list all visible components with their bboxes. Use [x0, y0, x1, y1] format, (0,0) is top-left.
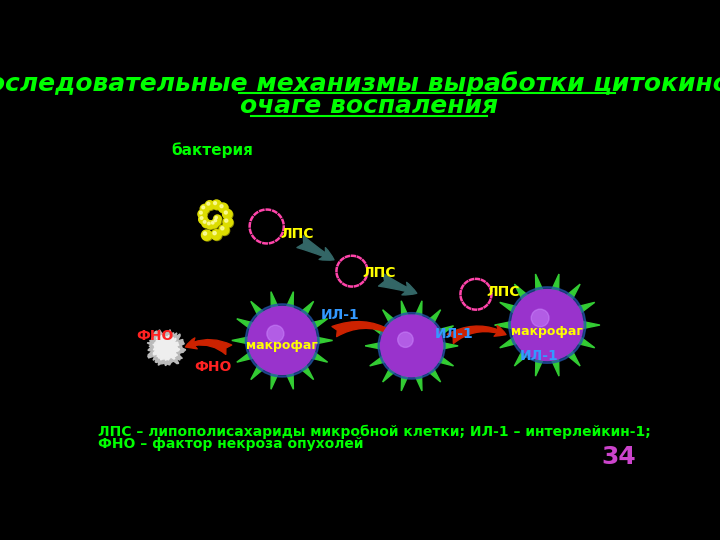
Circle shape	[378, 313, 445, 379]
Circle shape	[205, 201, 215, 210]
Circle shape	[223, 217, 233, 227]
Text: ИЛ-1: ИЛ-1	[321, 308, 360, 322]
Circle shape	[220, 205, 223, 208]
Circle shape	[246, 304, 319, 377]
Circle shape	[200, 217, 203, 219]
Circle shape	[218, 203, 228, 212]
Circle shape	[202, 206, 204, 209]
Circle shape	[509, 287, 586, 363]
Circle shape	[206, 221, 214, 229]
Circle shape	[201, 205, 210, 214]
Circle shape	[206, 201, 215, 211]
Circle shape	[531, 309, 549, 327]
Circle shape	[202, 231, 212, 241]
Circle shape	[215, 217, 217, 219]
Circle shape	[200, 204, 209, 213]
Text: очаге воспаления: очаге воспаления	[240, 94, 498, 118]
Polygon shape	[365, 301, 458, 391]
Circle shape	[212, 201, 222, 210]
Circle shape	[211, 230, 221, 240]
Circle shape	[198, 210, 207, 218]
Circle shape	[212, 221, 214, 224]
Circle shape	[202, 230, 212, 240]
Circle shape	[224, 218, 233, 228]
Text: макрофаг: макрофаг	[246, 339, 318, 353]
Circle shape	[214, 215, 221, 222]
Circle shape	[215, 216, 222, 224]
Circle shape	[212, 231, 222, 240]
Text: ЛПС: ЛПС	[363, 266, 396, 280]
Text: ИЛ-1: ИЛ-1	[520, 349, 559, 363]
Circle shape	[219, 204, 228, 213]
Circle shape	[220, 226, 230, 235]
Polygon shape	[153, 335, 180, 361]
Circle shape	[199, 211, 202, 214]
Circle shape	[203, 220, 206, 223]
Circle shape	[222, 210, 232, 219]
Circle shape	[225, 219, 228, 222]
Polygon shape	[495, 274, 600, 376]
Text: ЛПС – липополисахариды микробной клетки; ИЛ-1 – интерлейкин-1;: ЛПС – липополисахариды микробной клетки;…	[98, 425, 650, 440]
Circle shape	[381, 315, 443, 377]
Circle shape	[211, 221, 219, 229]
Circle shape	[221, 227, 224, 230]
Circle shape	[199, 216, 208, 224]
Circle shape	[213, 232, 216, 235]
Circle shape	[199, 211, 207, 219]
Text: ЛПС: ЛПС	[487, 285, 521, 299]
Circle shape	[207, 202, 210, 205]
Text: Последовательные механизмы выработки цитокинов в: Последовательные механизмы выработки цит…	[0, 71, 720, 96]
Circle shape	[203, 232, 207, 235]
Text: ФНО: ФНО	[137, 329, 174, 343]
Circle shape	[225, 211, 228, 214]
Circle shape	[512, 289, 583, 361]
Circle shape	[213, 219, 221, 226]
Text: ИЛ-1: ИЛ-1	[435, 327, 474, 341]
Circle shape	[223, 210, 233, 220]
Circle shape	[199, 215, 207, 224]
Circle shape	[212, 200, 221, 209]
Text: бактерия: бактерия	[171, 142, 253, 158]
Circle shape	[214, 219, 217, 222]
Circle shape	[210, 220, 218, 228]
Circle shape	[202, 219, 210, 227]
Text: ФНО: ФНО	[194, 360, 231, 374]
Circle shape	[202, 220, 211, 228]
Circle shape	[397, 332, 413, 347]
Text: ФНО – фактор некроза опухолей: ФНО – фактор некроза опухолей	[98, 437, 364, 451]
Polygon shape	[147, 329, 186, 366]
Text: 34: 34	[602, 445, 636, 469]
Text: макрофаг: макрофаг	[511, 325, 583, 338]
Circle shape	[381, 315, 443, 377]
Circle shape	[214, 201, 217, 205]
Circle shape	[219, 225, 229, 235]
Text: ЛПС: ЛПС	[280, 227, 313, 241]
Polygon shape	[232, 292, 333, 389]
Circle shape	[207, 221, 215, 229]
Circle shape	[248, 307, 316, 374]
Circle shape	[207, 222, 210, 225]
Circle shape	[212, 218, 220, 226]
Circle shape	[267, 325, 284, 342]
